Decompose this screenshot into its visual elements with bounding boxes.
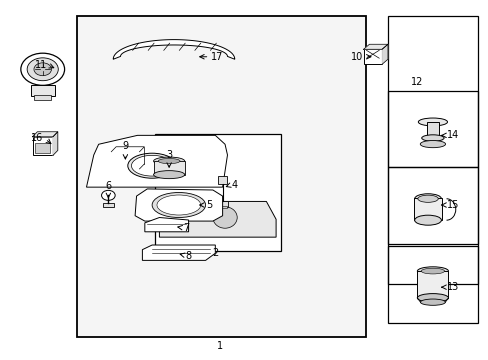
Text: 15: 15: [446, 200, 458, 210]
Ellipse shape: [153, 157, 184, 165]
Ellipse shape: [416, 294, 447, 302]
Text: 3: 3: [166, 150, 172, 160]
Text: 9: 9: [122, 141, 128, 152]
Ellipse shape: [157, 195, 201, 215]
Ellipse shape: [417, 118, 447, 126]
Polygon shape: [142, 245, 215, 260]
Bar: [114, 157, 136, 167]
Bar: [77, 16, 366, 337]
Bar: [153, 161, 184, 175]
Bar: [34, 95, 51, 100]
Bar: [102, 203, 114, 207]
Bar: [216, 201, 228, 207]
Bar: [218, 206, 226, 208]
Ellipse shape: [131, 156, 172, 176]
Circle shape: [21, 53, 64, 85]
Text: 8: 8: [185, 251, 191, 261]
Ellipse shape: [164, 207, 188, 228]
Polygon shape: [135, 189, 222, 221]
Text: 5: 5: [205, 200, 212, 210]
Bar: [154, 134, 281, 251]
Ellipse shape: [414, 194, 441, 204]
Polygon shape: [113, 40, 234, 59]
Bar: [387, 16, 477, 284]
Text: 2: 2: [212, 248, 218, 258]
Text: 12: 12: [410, 77, 423, 87]
Ellipse shape: [127, 153, 176, 178]
Ellipse shape: [419, 140, 445, 148]
Ellipse shape: [152, 193, 205, 217]
Text: 11: 11: [35, 60, 47, 70]
Text: 10: 10: [350, 52, 363, 62]
Polygon shape: [363, 44, 387, 49]
Bar: [416, 271, 447, 298]
Polygon shape: [159, 202, 276, 237]
Ellipse shape: [417, 195, 437, 202]
Bar: [32, 137, 53, 156]
Bar: [217, 176, 227, 184]
Ellipse shape: [158, 158, 180, 164]
Text: 6: 6: [105, 181, 111, 191]
Bar: [111, 152, 139, 169]
Bar: [414, 198, 441, 220]
Bar: [35, 143, 50, 153]
Circle shape: [27, 58, 58, 81]
Polygon shape: [381, 44, 387, 64]
Bar: [30, 85, 55, 96]
Ellipse shape: [420, 299, 445, 305]
Text: 1: 1: [217, 341, 223, 351]
Bar: [387, 246, 477, 323]
Polygon shape: [32, 132, 58, 137]
Bar: [387, 91, 477, 167]
Text: 13: 13: [446, 282, 458, 292]
Polygon shape: [86, 135, 227, 187]
Ellipse shape: [421, 135, 443, 141]
Ellipse shape: [414, 215, 441, 225]
Bar: [426, 122, 438, 138]
Polygon shape: [53, 132, 58, 156]
Text: 14: 14: [446, 130, 458, 140]
Polygon shape: [144, 217, 188, 232]
Text: 16: 16: [31, 133, 43, 143]
Ellipse shape: [212, 207, 237, 228]
Bar: [363, 49, 381, 64]
Bar: [387, 167, 477, 244]
Circle shape: [34, 63, 51, 76]
Text: 4: 4: [231, 180, 237, 190]
Ellipse shape: [420, 268, 444, 274]
Circle shape: [102, 190, 115, 201]
Text: 17: 17: [211, 52, 224, 62]
Ellipse shape: [416, 267, 447, 275]
Ellipse shape: [153, 171, 184, 179]
Text: 7: 7: [183, 222, 189, 233]
